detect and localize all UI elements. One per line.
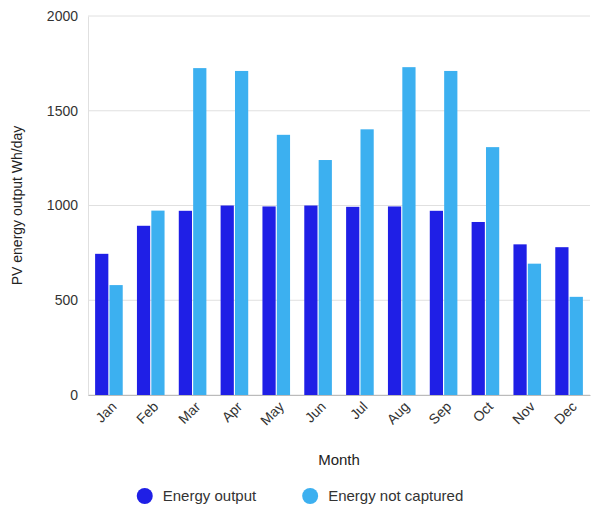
bar: [346, 207, 359, 395]
y-tick-label: 1000: [47, 197, 78, 213]
chart: 0 500 1000 1500 2000 Jan Feb Mar Apr May Jun Jul Aug…: [0, 0, 600, 516]
bar: [319, 160, 332, 395]
x-tick: May: [257, 395, 287, 428]
bar: [95, 254, 108, 395]
x-tick: Dec: [551, 395, 580, 427]
legend-label: Energy output: [163, 487, 257, 504]
bar: [472, 222, 485, 395]
x-axis-title: Month: [318, 451, 360, 468]
x-tick: Nov: [509, 395, 538, 427]
x-tick-label: Oct: [469, 398, 496, 425]
x-tick: Jun: [302, 395, 329, 426]
bar: [528, 264, 541, 395]
bar: [179, 211, 192, 395]
legend-item: Energy output: [137, 487, 257, 504]
bar: [235, 71, 248, 395]
y-tick-label: 2000: [47, 8, 78, 24]
grid-line: [88, 16, 590, 17]
bar: [402, 67, 415, 395]
x-axis-line: [89, 395, 591, 396]
x-tick-label: Nov: [509, 398, 538, 427]
x-tick: Mar: [175, 395, 204, 427]
x-axis: Jan Feb Mar Apr May Jun Jul Aug Sep Oct Nov Dec: [89, 395, 591, 428]
y-tick: 500: [55, 292, 88, 308]
y-axis-line: [88, 17, 89, 396]
y-tick: 2000: [47, 8, 88, 24]
x-tick-label: Feb: [133, 398, 162, 427]
y-tick: 0: [70, 387, 88, 403]
x-tick-label: Aug: [384, 398, 413, 427]
x-tick: Oct: [469, 395, 496, 425]
y-tick-label: 1500: [47, 103, 78, 119]
x-tick: Apr: [218, 395, 245, 425]
x-tick-label: May: [257, 398, 287, 428]
bar: [304, 206, 317, 396]
x-tick-label: Apr: [218, 398, 245, 425]
bar: [360, 129, 373, 395]
x-tick: Jan: [92, 395, 119, 426]
y-tick-label: 0: [70, 387, 78, 403]
bar: [193, 68, 206, 395]
y-axis: 0 500 1000 1500 2000: [47, 8, 89, 403]
x-tick-label: Sep: [425, 398, 454, 427]
legend-symbol: [302, 488, 318, 504]
x-tick: Feb: [133, 395, 162, 427]
grid: [88, 16, 590, 395]
bar: [277, 135, 290, 395]
y-tick: 1000: [47, 197, 88, 213]
bar: [221, 206, 234, 396]
bars: [95, 67, 583, 395]
plot: 0 500 1000 1500 2000 Jan Feb Mar Apr May Jun Jul Aug…: [47, 8, 591, 428]
bar: [262, 206, 275, 395]
x-tick-label: Jan: [92, 398, 119, 425]
bar: [430, 211, 443, 395]
bar: [109, 285, 122, 395]
grid-line: [88, 205, 590, 206]
bar: [137, 226, 150, 395]
bar-series: [109, 67, 582, 395]
legend: Energy output Energy not captured: [137, 487, 464, 504]
x-tick-label: Jul: [347, 398, 371, 422]
bar: [486, 147, 499, 395]
x-tick-label: Dec: [551, 398, 580, 427]
x-tick: Jul: [347, 395, 371, 422]
y-tick: 1500: [47, 103, 88, 119]
legend-item: Energy not captured: [302, 487, 463, 504]
x-tick-label: Jun: [302, 398, 329, 425]
bar: [444, 71, 457, 395]
legend-symbol: [137, 488, 153, 504]
bar: [513, 244, 526, 395]
bar: [388, 206, 401, 395]
grid-line: [88, 110, 590, 111]
x-tick: Sep: [425, 395, 454, 427]
bar: [151, 211, 164, 395]
y-tick-label: 500: [55, 292, 79, 308]
bar: [555, 247, 568, 395]
bar: [570, 297, 583, 395]
x-tick-label: Mar: [175, 398, 204, 427]
legend-label: Energy not captured: [328, 487, 463, 504]
y-axis-title: PV energy output Wh/day: [9, 126, 25, 286]
x-tick: Aug: [384, 395, 413, 427]
